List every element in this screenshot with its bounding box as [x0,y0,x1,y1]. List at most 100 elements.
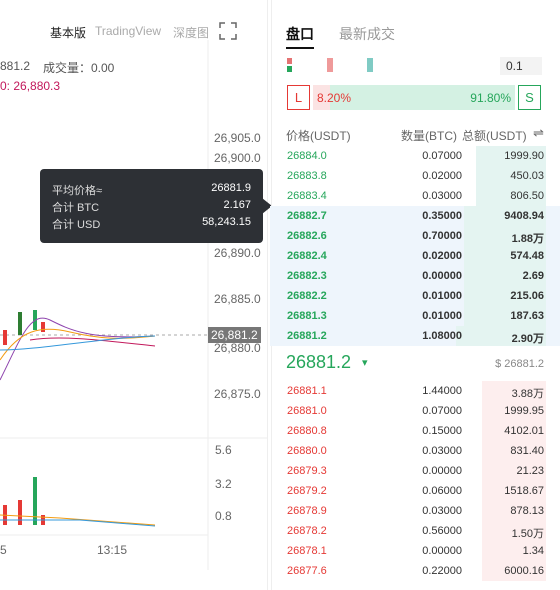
order-row: 26881.0 0.07000 1999.95 [270,401,560,421]
fullscreen-icon[interactable] [219,22,237,40]
total: 2.69 [522,270,544,282]
price: 26880.8 [287,425,327,437]
total: 831.40 [510,445,544,457]
depth-bar [482,541,546,561]
amount: 1.08000 [422,330,462,342]
total: 1.34 [522,545,544,557]
precision-select[interactable]: 0.1 [500,57,542,75]
depth-bar [482,381,546,401]
price: 26882.2 [287,290,327,302]
mid-price: 26881.2 [286,352,352,372]
price: 26881.0 [287,405,327,417]
price: 26882.4 [287,250,327,262]
order-row: 26883.8 0.02000 450.03 [270,166,560,186]
total: 1518.67 [504,485,544,497]
amount: 0.00000 [422,465,462,477]
tooltip-value: 58,243.15 [202,216,251,228]
volume-info: 成交量：0.00 [43,61,115,75]
price-axis-label: 26,900.0 [214,151,261,165]
depth-bar [464,246,546,266]
price: 26879.2 [287,485,327,497]
amount: 0.02000 [422,170,462,182]
order-row: 26878.9 0.03000 878.13 [270,501,560,521]
total: 1.50万 [511,528,544,540]
depth-bar [482,461,546,481]
tab[interactable]: 盘口 [286,26,314,42]
long-ratio-bar [313,85,330,110]
long-button[interactable]: L [287,85,310,110]
total: 3.88万 [511,388,544,400]
depth-bar [464,286,546,306]
tooltip-arrow [262,198,272,214]
order-row: 26884.0 0.07000 1999.90 [270,146,560,166]
amount: 0.01000 [422,290,462,302]
chart-canvas [0,40,268,570]
tab[interactable]: 深度图 [173,26,210,40]
price-axis-label: 26,905.0 [214,131,261,145]
column-header: 总额(USDT) [462,129,527,143]
column-header: 数量(BTC) [401,129,457,143]
order-row: 26880.0 0.03000 831.40 [270,441,560,461]
volume-axis-label: 3.2 [215,477,232,491]
depth-bar [482,481,546,501]
tab[interactable]: 基本版 [50,26,87,40]
order-row: 26882.7 0.35000 9408.94 [270,206,560,226]
amount: 0.15000 [422,425,462,437]
order-row: 26879.3 0.00000 21.23 [270,461,560,481]
depth-bar [482,441,546,461]
amount: 0.00000 [422,270,462,282]
amount: 0.07000 [422,150,462,162]
total: 878.13 [510,505,544,517]
total: 9408.94 [504,210,544,222]
short-ratio-label: 91.80% [470,91,511,105]
order-row: 26879.2 0.06000 1518.67 [270,481,560,501]
tooltip [40,169,263,243]
long-ratio-label: 8.20% [317,91,352,105]
ma-info: 0: 26,880.3 [0,79,61,93]
tab-underline [286,47,314,49]
amount: 0.00000 [422,545,462,557]
chart-panel [0,0,268,590]
order-row: 26882.6 0.70000 1.88万 [270,226,560,246]
price: 26878.9 [287,505,327,517]
total: 21.23 [516,465,544,477]
tab[interactable]: 最新成交 [339,26,395,42]
amount: 0.35000 [422,210,462,222]
total: 574.48 [510,250,544,262]
depth-bar [476,146,546,166]
depth-bar [482,421,546,441]
price: 26879.3 [287,465,327,477]
tooltip-label: 平均价格≈ [52,185,103,197]
short-ratio-bar [329,85,515,110]
price-axis-label: 26,875.0 [214,387,261,401]
total: 4102.01 [504,425,544,437]
tooltip-value: 2.167 [223,199,251,211]
close-info: 881.2 [0,59,31,73]
depth-bar [482,561,546,581]
amount: 1.44000 [422,385,462,397]
total: 1.88万 [511,233,544,245]
amount: 0.70000 [422,230,462,242]
order-row: 26882.4 0.02000 574.48 [270,246,560,266]
short-button[interactable]: S [518,85,541,110]
total: 450.03 [510,170,544,182]
price: 26878.1 [287,545,327,557]
volume-axis-label: 0.8 [215,509,232,523]
tab[interactable]: TradingView [95,24,162,38]
price: 26881.2 [287,330,327,342]
price: 26882.3 [287,270,327,282]
column-header: 价格(USDT) [286,129,351,143]
time-axis-label: 13:15 [97,543,128,557]
view-icons[interactable] [287,58,387,74]
price: 26878.2 [287,525,327,537]
depth-bar [476,186,546,206]
price-axis-label: 26,890.0 [214,246,261,260]
total: 6000.16 [504,565,544,577]
tooltip-value: 26881.9 [211,182,251,194]
price: 26881.3 [287,310,327,322]
total: 806.50 [510,190,544,202]
time-axis-label: 5 [0,543,7,557]
amount: 0.06000 [422,485,462,497]
order-row: 26882.3 0.00000 2.69 [270,266,560,286]
total: 1999.95 [504,405,544,417]
